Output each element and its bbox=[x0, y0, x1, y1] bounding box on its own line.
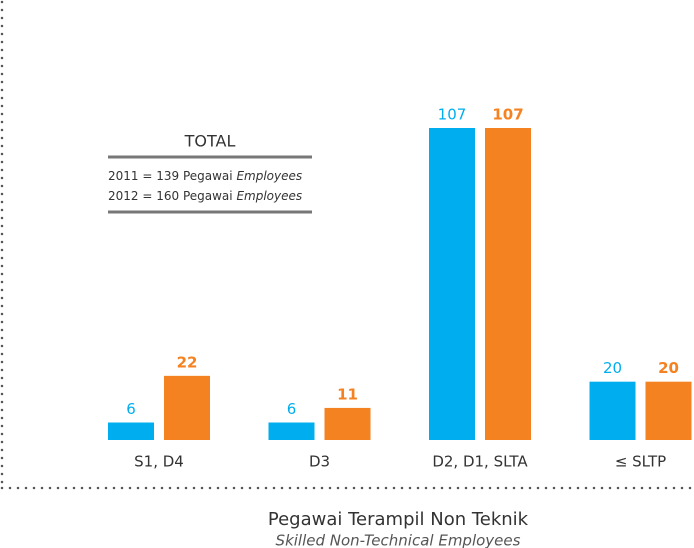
bar bbox=[164, 375, 210, 440]
value-label: 6 bbox=[287, 400, 297, 418]
bar bbox=[268, 422, 315, 440]
total-line: 2012 = 160 Pegawai Employees bbox=[108, 189, 302, 203]
total-italic: Employees bbox=[236, 189, 302, 203]
bar bbox=[485, 128, 531, 440]
bar bbox=[589, 381, 636, 440]
bar bbox=[324, 407, 371, 440]
x-tick-label: D3 bbox=[309, 453, 330, 471]
total-title: TOTAL bbox=[184, 132, 236, 151]
total-line: 2011 = 139 Pegawai Employees bbox=[108, 169, 302, 183]
bar bbox=[429, 128, 475, 440]
x-tick-label: D2, D1, SLTA bbox=[432, 453, 528, 471]
total-text: 2011 = 139 Pegawai bbox=[108, 169, 233, 183]
value-label: 6 bbox=[126, 400, 136, 418]
value-label: 11 bbox=[337, 385, 358, 403]
chart-title: Pegawai Terampil Non Teknik bbox=[268, 509, 529, 530]
value-label: 20 bbox=[603, 359, 622, 377]
total-text: 2012 = 160 Pegawai bbox=[108, 189, 233, 203]
value-label: 107 bbox=[438, 106, 467, 124]
value-label: 20 bbox=[658, 359, 679, 377]
value-label: 107 bbox=[492, 106, 523, 124]
bar bbox=[108, 422, 154, 440]
chart-subtitle: Skilled Non-Technical Employees bbox=[276, 532, 521, 548]
total-italic: Employees bbox=[236, 169, 302, 183]
x-tick-label: ≤ SLTP bbox=[615, 453, 666, 471]
bar bbox=[645, 381, 692, 440]
value-label: 22 bbox=[177, 353, 198, 371]
x-tick-label: S1, D4 bbox=[134, 453, 184, 471]
